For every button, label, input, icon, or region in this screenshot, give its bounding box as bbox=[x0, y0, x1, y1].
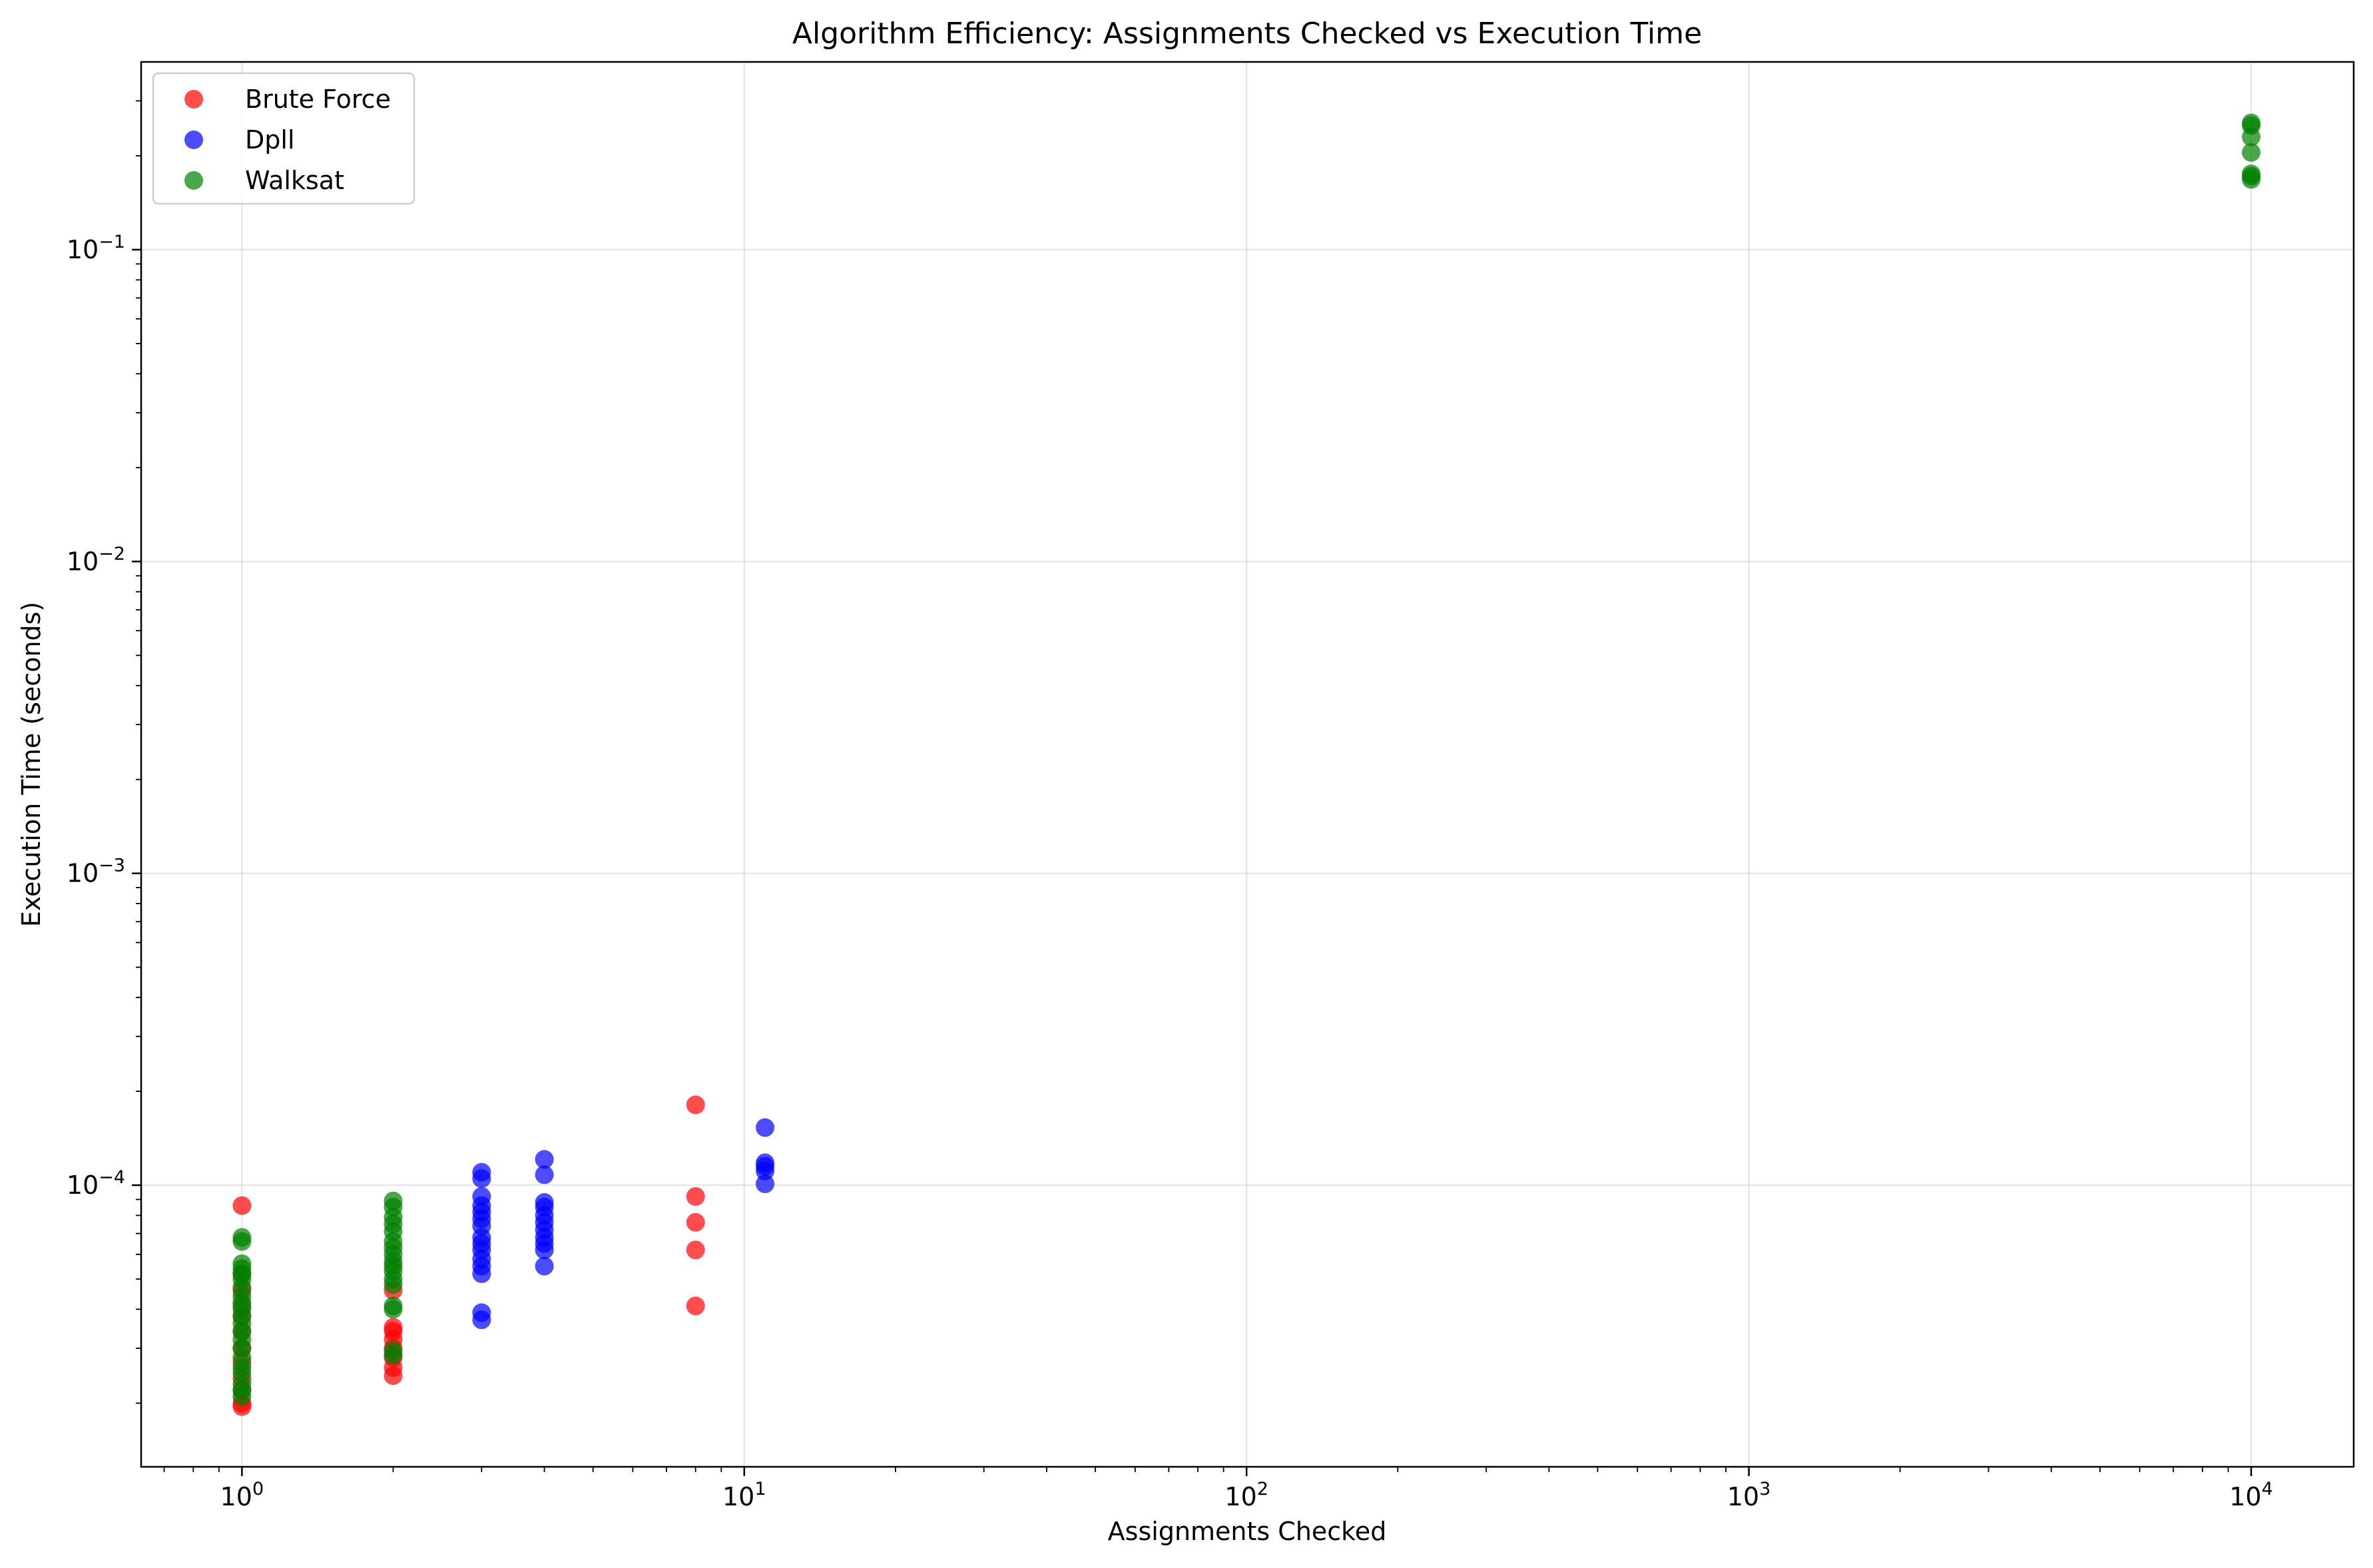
legend-marker-walksat bbox=[184, 171, 203, 190]
legend-marker-dpll bbox=[184, 131, 203, 149]
brute-force-point bbox=[686, 1095, 705, 1115]
dpll-point bbox=[535, 1240, 554, 1260]
dpll-point bbox=[535, 1165, 554, 1184]
walksat-point bbox=[232, 1387, 252, 1406]
walksat-point bbox=[384, 1300, 403, 1319]
legend-label-dpll: Dpll bbox=[245, 125, 295, 154]
x-tick-label: 101 bbox=[722, 1479, 766, 1511]
x-tick-label: 102 bbox=[1224, 1479, 1268, 1511]
brute-force-point bbox=[686, 1212, 705, 1232]
legend-label-brute-force: Brute Force bbox=[245, 85, 391, 114]
brute-force-point bbox=[232, 1196, 252, 1215]
x-axis-label: Assignments Checked bbox=[1108, 1517, 1387, 1546]
x-tick-label: 103 bbox=[1727, 1479, 1771, 1511]
brute-force-point bbox=[686, 1240, 705, 1260]
y-tick-label: 10−2 bbox=[67, 543, 125, 576]
x-tick-label: 104 bbox=[2229, 1479, 2273, 1511]
dpll-point bbox=[756, 1161, 775, 1180]
legend-label-walksat: Walksat bbox=[245, 166, 344, 195]
brute-force-point bbox=[686, 1186, 705, 1206]
dpll-point bbox=[535, 1256, 554, 1276]
walksat-point bbox=[2242, 127, 2261, 146]
dpll-point bbox=[756, 1118, 775, 1137]
y-axis-label: Execution Time (seconds) bbox=[17, 602, 46, 927]
dpll-point bbox=[535, 1150, 554, 1169]
walksat-point bbox=[2242, 170, 2261, 189]
dpll-point bbox=[472, 1264, 491, 1284]
plot-frame bbox=[140, 61, 2355, 1468]
dpll-point bbox=[756, 1175, 775, 1194]
data-points bbox=[232, 113, 2261, 1416]
dpll-point bbox=[472, 1169, 491, 1188]
chart-title: Algorithm Efficiency: Assignments Checke… bbox=[792, 17, 1702, 51]
walksat-point bbox=[384, 1275, 403, 1294]
grid bbox=[141, 62, 2354, 1467]
y-tick-label: 10−4 bbox=[67, 1167, 125, 1200]
walksat-point bbox=[384, 1346, 403, 1365]
legend-marker-brute-force bbox=[184, 90, 203, 109]
legend-box bbox=[152, 72, 415, 205]
walksat-point bbox=[232, 1232, 252, 1251]
legend: Brute Force Dpll Walksat bbox=[152, 72, 415, 205]
x-tick-label: 100 bbox=[220, 1479, 264, 1511]
brute-force-point bbox=[384, 1366, 403, 1386]
axis-ticks: 100 101 102 103 104 10−4 10−3 10−2 10−1 bbox=[67, 100, 2273, 1511]
y-tick-label: 10−3 bbox=[67, 856, 125, 888]
walksat-point bbox=[2242, 142, 2261, 162]
y-tick-label: 10−1 bbox=[67, 232, 125, 264]
brute-force-point bbox=[686, 1296, 705, 1316]
dpll-point bbox=[472, 1310, 491, 1330]
